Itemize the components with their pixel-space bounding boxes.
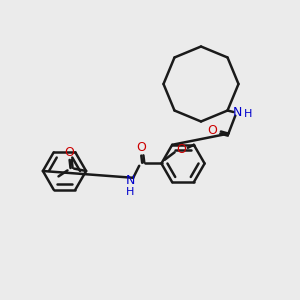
Text: O: O xyxy=(64,146,74,159)
Text: O: O xyxy=(136,141,146,154)
Text: H: H xyxy=(244,110,253,119)
Text: O: O xyxy=(176,143,186,156)
Text: N: N xyxy=(125,174,135,187)
Text: O: O xyxy=(207,124,217,136)
Text: N: N xyxy=(233,106,242,118)
Text: H: H xyxy=(126,187,134,197)
